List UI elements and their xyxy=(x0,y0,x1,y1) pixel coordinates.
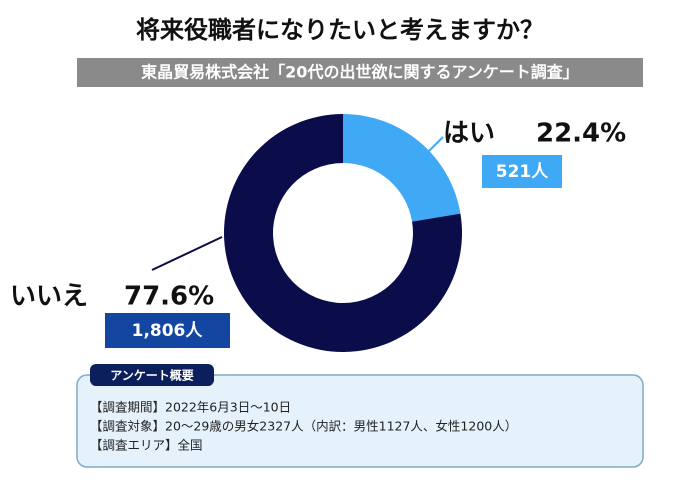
count-box xyxy=(105,313,230,348)
count-label: 1,806人 xyxy=(132,321,204,341)
slice xyxy=(343,114,461,222)
count-label: 521人 xyxy=(496,162,549,182)
summary-line: 【調査対象】20～29歳の男女2327人（内訳：男性1127人、女性1200人） xyxy=(90,419,517,434)
subtitle-bar xyxy=(77,58,643,87)
leader-line xyxy=(151,236,223,271)
value-label: 22.4% xyxy=(536,119,626,149)
value-label: 77.6% xyxy=(124,282,214,312)
chart-title: 将来役職者になりたいと考えますか？ xyxy=(136,16,544,44)
slice xyxy=(224,114,462,353)
summary-line: 【調査エリア】全国 xyxy=(90,438,203,453)
slice-label: いいえ xyxy=(10,282,88,312)
summary-heading: アンケート概要 xyxy=(110,368,194,383)
leader-line xyxy=(423,136,444,157)
donut xyxy=(224,114,462,353)
summary-box xyxy=(76,374,644,468)
slice-label: はい xyxy=(443,119,495,149)
chart-subtitle: 東晶貿易株式会社「20代の出世欲に関するアンケート調査」 xyxy=(141,63,579,82)
summary-heading-tab xyxy=(90,364,214,386)
summary-line: 【調査期間】2022年6月3日～10日 xyxy=(90,400,291,415)
count-box xyxy=(482,155,562,188)
